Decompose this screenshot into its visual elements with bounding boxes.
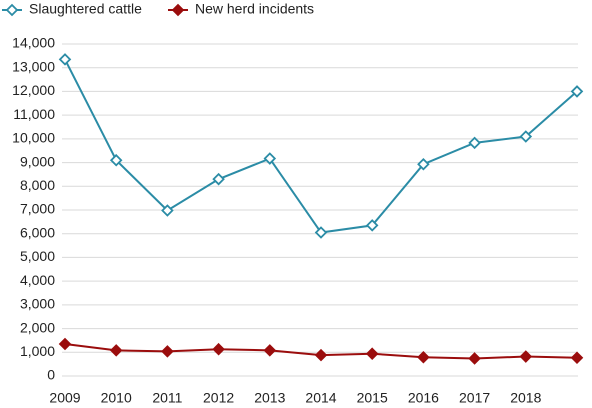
y-tick-label: 3,000	[20, 296, 55, 312]
x-tick-label: 2010	[101, 390, 132, 406]
data-point	[263, 344, 277, 357]
data-point	[570, 85, 584, 98]
data-point	[417, 350, 430, 364]
data-point	[417, 157, 430, 171]
data-point	[212, 342, 225, 356]
data-point	[109, 153, 123, 167]
y-tick-label: 10,000	[12, 130, 55, 146]
y-tick-label: 2,000	[20, 319, 55, 335]
data-point	[58, 337, 72, 351]
data-point	[314, 226, 328, 239]
x-tick-label: 2014	[305, 390, 336, 406]
y-tick-label: 4,000	[20, 272, 55, 288]
series-line	[64, 58, 578, 234]
data-point	[519, 130, 533, 143]
legend-marker	[5, 3, 19, 17]
x-tick-label: 2011	[152, 390, 182, 406]
x-tick-label: 2015	[357, 390, 388, 406]
legend-label: New herd incidents	[195, 1, 314, 17]
data-point	[263, 152, 277, 165]
x-tick-label: 2016	[408, 390, 439, 406]
y-tick-label: 0	[47, 367, 55, 383]
x-tick-label: 2013	[254, 390, 285, 406]
y-tick-label: 9,000	[20, 153, 55, 169]
x-tick-label: 2018	[510, 390, 541, 406]
y-tick-label: 5,000	[20, 248, 55, 264]
legend-label: Slaughtered cattle	[29, 1, 142, 17]
data-point	[468, 136, 481, 150]
y-tick-label: 13,000	[12, 58, 55, 74]
data-point	[570, 351, 584, 365]
data-point	[519, 350, 533, 363]
data-point	[365, 219, 379, 232]
y-tick-label: 11,000	[13, 106, 55, 122]
data-point	[365, 347, 379, 360]
x-tick-label: 2009	[49, 390, 80, 406]
data-point	[314, 348, 328, 362]
data-point	[212, 172, 225, 186]
y-tick-label: 14,000	[12, 35, 55, 51]
y-tick-label: 8,000	[20, 177, 55, 193]
y-tick-label: 6,000	[20, 224, 55, 240]
data-point	[58, 53, 72, 66]
data-point	[468, 352, 481, 365]
y-tick-label: 12,000	[12, 82, 55, 98]
x-tick-label: 2017	[459, 390, 490, 406]
legend-marker	[171, 3, 185, 17]
y-tick-label: 1,000	[20, 343, 55, 359]
data-point	[161, 204, 174, 217]
x-tick-label: 2012	[203, 390, 234, 406]
y-tick-label: 7,000	[20, 201, 55, 217]
data-point	[161, 345, 174, 358]
data-point	[109, 344, 123, 357]
